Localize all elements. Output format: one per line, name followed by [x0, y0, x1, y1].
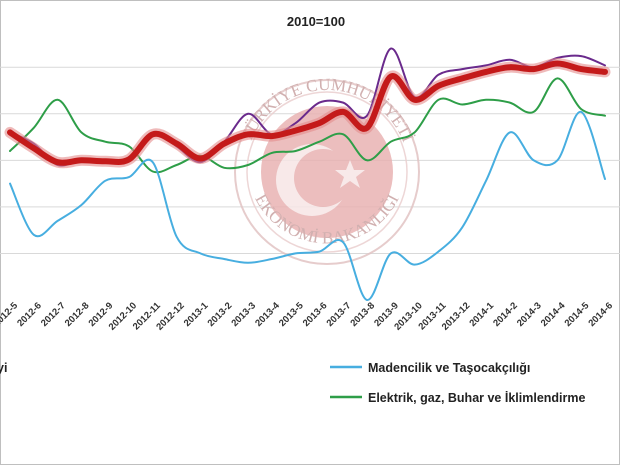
legend-label-madencilik: Madencilik ve Taşocakçılığı: [368, 361, 530, 375]
emblem-outer-ring: [234, 79, 420, 265]
star-icon: [335, 160, 365, 188]
series-lines: [4, 47, 611, 301]
series-line-3: [9, 77, 606, 174]
legend: yi i Madencilik ve Taşocakçılığı Elektri…: [0, 361, 585, 405]
series-line-1: [7, 60, 608, 166]
crescent-cutout: [294, 149, 352, 207]
emblem-inner-ring: [246, 91, 408, 253]
legend-label-elektrik: Elektrik, gaz, Buhar ve İklimlendirme: [368, 390, 585, 405]
legend-label-left-top: yi: [0, 361, 7, 375]
chart-title: 2010=100: [287, 14, 345, 29]
series-line-2: [9, 110, 606, 301]
